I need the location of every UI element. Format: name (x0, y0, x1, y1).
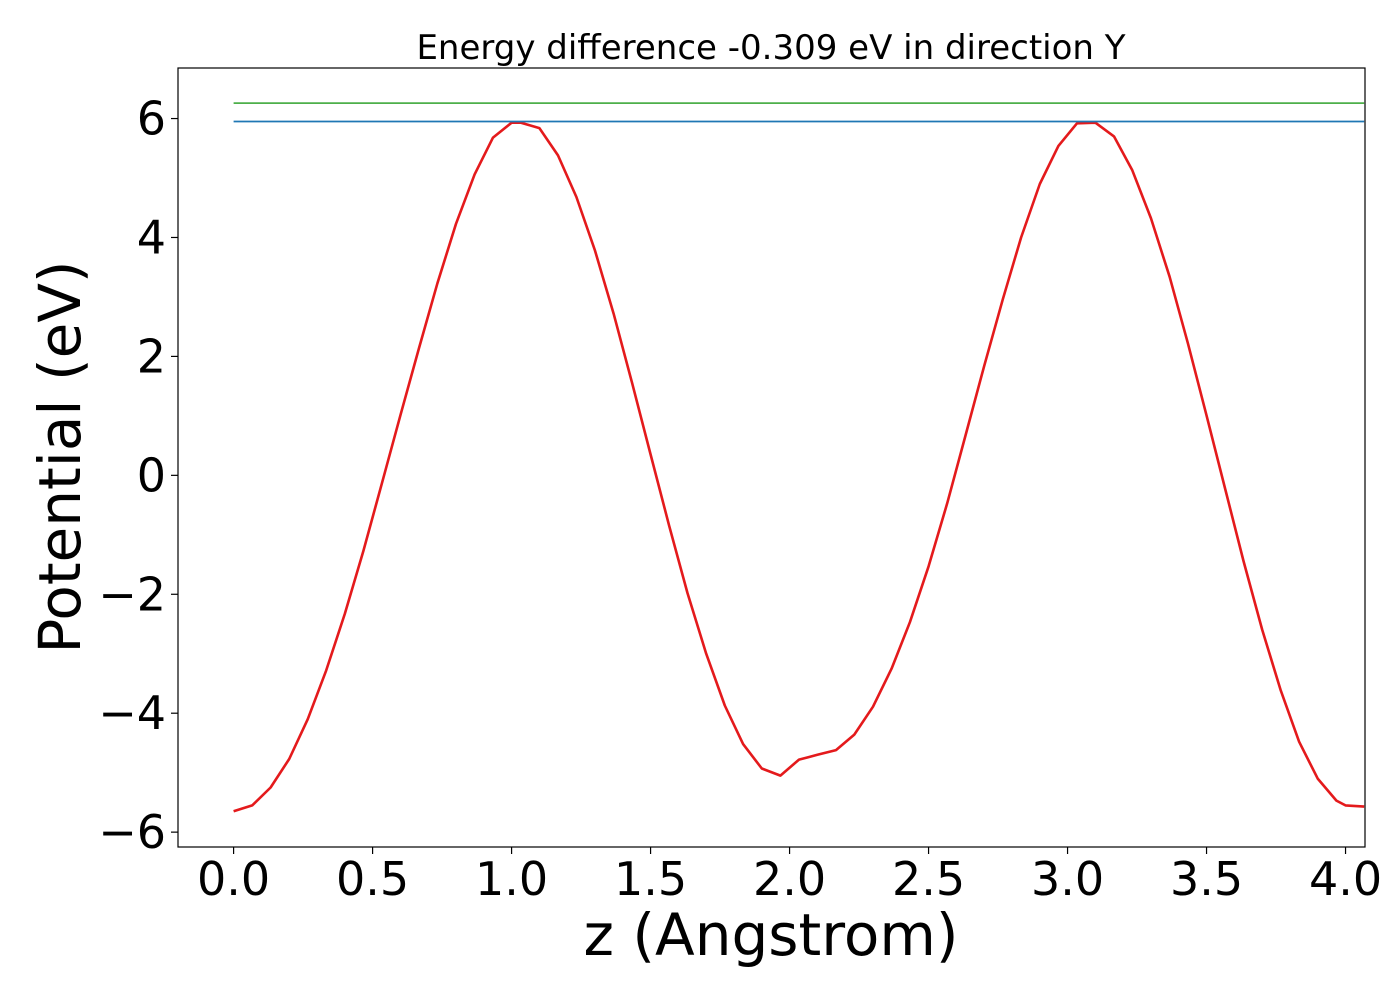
series-line-0 (233, 121, 1365, 813)
y-axis-ticks: −6 −4 −2 0 2 4 6 (98, 92, 178, 859)
x-tick-label: 1.0 (475, 852, 548, 906)
x-axis-ticks: 0.0 0.5 1.0 1.5 2.0 2.5 3.0 3.5 4.0 (197, 847, 1382, 906)
x-tick-label: 3.5 (1170, 852, 1243, 906)
series-layer (233, 102, 1365, 813)
y-tick-label: 6 (137, 92, 166, 146)
y-tick-label: −4 (98, 686, 166, 740)
x-tick-label: 4.0 (1309, 852, 1382, 906)
y-tick-label: −6 (98, 805, 166, 859)
y-tick-label: 0 (137, 448, 166, 502)
y-tick-label: 2 (137, 329, 166, 383)
x-tick-label: 1.5 (614, 852, 687, 906)
x-axis-label: z (Angstrom) (584, 901, 959, 969)
chart-title: Energy difference -0.309 eV in direction… (416, 28, 1125, 68)
y-tick-label: −2 (98, 567, 166, 621)
x-tick-label: 2.0 (753, 852, 826, 906)
plot-area-frame (177, 67, 1366, 848)
x-tick-label: 2.5 (892, 852, 965, 906)
x-tick-label: 0.0 (197, 852, 270, 906)
y-axis-label: Potential (eV) (26, 260, 94, 653)
x-tick-label: 0.5 (336, 852, 409, 906)
x-tick-label: 3.0 (1031, 852, 1104, 906)
y-tick-label: 4 (137, 210, 166, 264)
